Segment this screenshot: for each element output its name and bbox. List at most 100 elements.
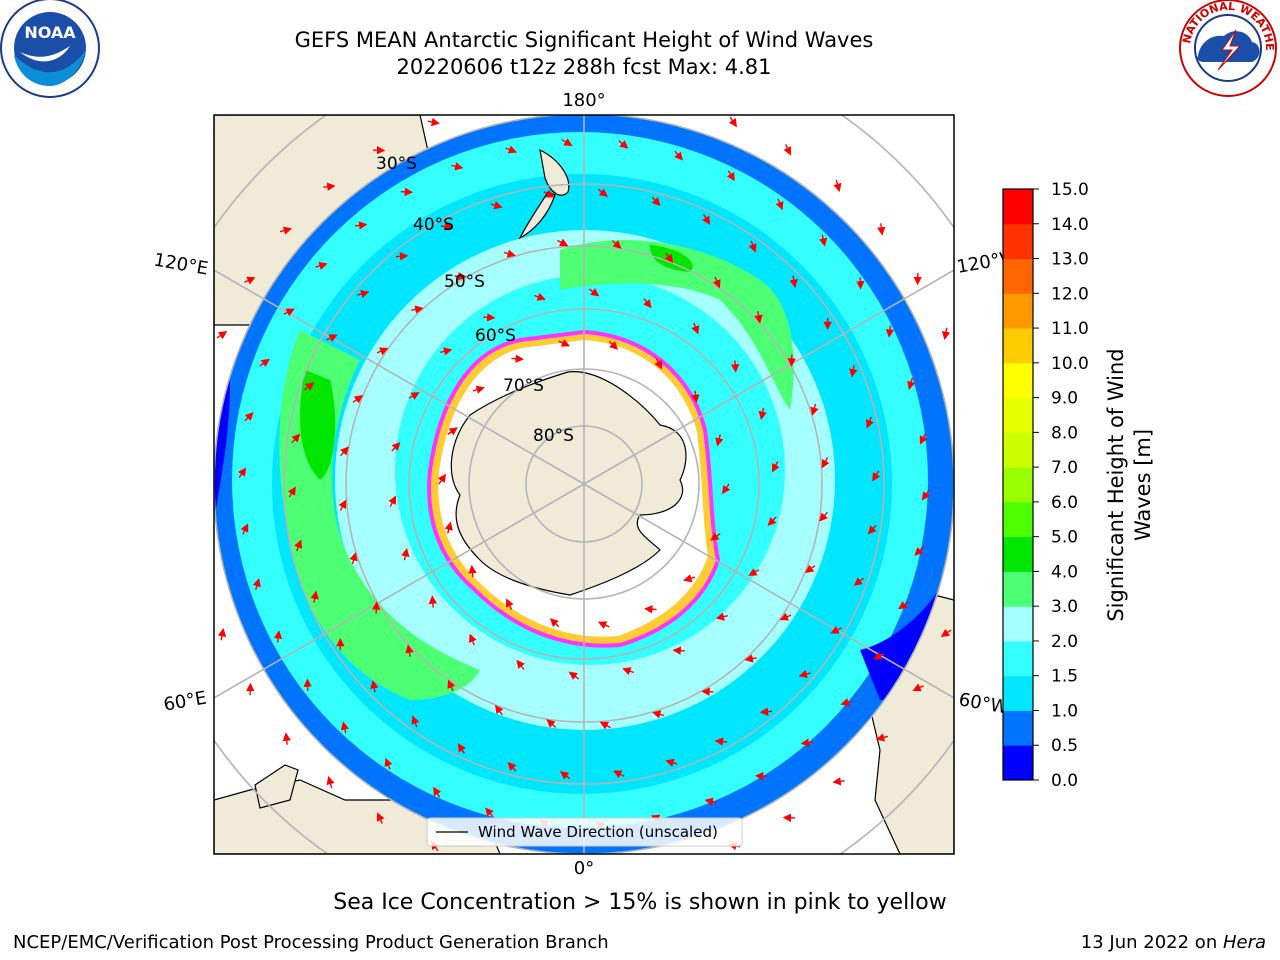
wind-wave-arrow [810, 403, 819, 416]
wind-wave-arrow [759, 707, 773, 716]
wind-wave-arrow [919, 433, 928, 445]
colorbar-tick-label: 2.0 [1051, 632, 1078, 652]
wind-wave-arrow [701, 687, 714, 696]
lat-label-40s: 40°S [413, 215, 454, 235]
wind-wave-arrow [873, 651, 885, 660]
wind-wave-arrow [338, 499, 347, 511]
colorbar-tick-label: 0.0 [1051, 771, 1078, 791]
wind-wave-arrow [830, 626, 842, 634]
colorbar-border [1002, 188, 1034, 781]
lat-label-80s: 80°S [533, 426, 574, 446]
wind-wave-arrow [283, 308, 295, 317]
colorbar-tick-label: 4.0 [1051, 562, 1078, 582]
wind-wave-arrow [237, 467, 247, 479]
wind-wave-arrow [940, 628, 952, 637]
colorbar-segment [1003, 362, 1033, 399]
map-plot-area [214, 115, 954, 854]
wind-wave-arrow [832, 777, 845, 786]
figure-subtitle: 20220606 t12z 288h fcst Max: 4.81 [396, 55, 772, 79]
wind-wave-arrow [191, 511, 196, 521]
wind-wave-arrow [885, 325, 895, 338]
wind-wave-arrow [961, 571, 969, 579]
colorbar-segment [1003, 675, 1033, 711]
noaa-logo: NOAA [0, 0, 100, 98]
wind-wave-arrow [216, 331, 228, 340]
colorbar-segment [1003, 640, 1033, 677]
wind-wave-arrow [963, 386, 967, 396]
wind-wave-arrow [671, 863, 681, 867]
wind-wave-arrow [405, 644, 414, 657]
lat-label-70s: 70°S [503, 376, 544, 396]
wind-wave-arrow [516, 659, 525, 670]
wind-wave-arrow [543, 189, 555, 198]
wind-wave-arrow [877, 223, 886, 236]
wind-wave-arrow [503, 249, 516, 258]
colorbar-tick-label: 9.0 [1051, 389, 1078, 409]
lat-label-50s: 50°S [444, 272, 485, 292]
wind-wave-arrow [273, 630, 283, 643]
wind-wave-arrow [391, 442, 401, 452]
colorbar-segment [1003, 397, 1033, 433]
wind-wave-arrow [722, 483, 731, 495]
wind-wave-arrow [201, 571, 205, 581]
wind-wave-arrow [294, 539, 303, 552]
wind-wave-arrow [710, 532, 721, 541]
wind-wave-arrow [550, 871, 559, 878]
wind-wave-arrow [597, 621, 610, 630]
colorbar-tick-label: 0.5 [1051, 736, 1078, 756]
wind-wave-arrow [674, 150, 683, 161]
wind-wave-arrow [326, 334, 338, 342]
green-core-west [300, 370, 336, 480]
wind-wave-arrow [315, 261, 328, 270]
wind-wave-arrow [557, 238, 569, 247]
lat-label-60s: 60°S [475, 326, 516, 346]
antarctica-land [450, 371, 687, 596]
wind-wave-arrow [411, 715, 420, 728]
colorbar-tick-label: 15.0 [1051, 180, 1089, 200]
colorbar-tick-label: 5.0 [1051, 528, 1078, 548]
wind-wave-arrow [370, 680, 379, 693]
wind-wave-arrow [683, 574, 696, 583]
wind-wave-arrow [798, 669, 811, 679]
wind-wave-arrow [608, 340, 618, 350]
wind-wave-arrow [468, 564, 477, 578]
credit-left: NCEP/EMC/Verification Post Processing Pr… [13, 932, 609, 953]
lon-label-180: 180° [562, 90, 605, 111]
colorbar-title-line1: Significant Height of Wind [1104, 348, 1128, 622]
wind-wave-arrow [644, 605, 657, 614]
wind-wave-arrow [754, 311, 763, 324]
colorbar-segment [1003, 745, 1033, 781]
wind-wave-arrow [728, 116, 737, 128]
wind-wave-arrow [457, 743, 466, 754]
wind-wave-arrow [714, 737, 728, 746]
colorbar-segment [1003, 223, 1033, 260]
colorbar-tick-label: 7.0 [1051, 458, 1078, 478]
wind-wave-arrow [775, 198, 784, 211]
wind-wave-arrow [867, 524, 877, 535]
colorbar-tick-label: 13.0 [1051, 250, 1089, 270]
wind-wave-arrow [610, 90, 619, 97]
wind-wave-arrow [787, 354, 796, 367]
wind-wave-arrow [444, 521, 453, 534]
wind-wave-arrow [291, 433, 301, 444]
legend-label: Wind Wave Direction (unscaled) [478, 823, 718, 841]
wind-wave-arrow [217, 628, 227, 641]
map-frame-border [213, 114, 955, 855]
colorbar-tick-label: 6.0 [1051, 493, 1078, 513]
wind-wave-arrow [704, 797, 717, 806]
wind-wave-arrow [597, 188, 609, 197]
sea-ice-note: Sea Ice Concentration > 15% is shown in … [333, 890, 947, 915]
map-legend: Wind Wave Direction (unscaled) [426, 817, 743, 847]
wind-wave-arrow [454, 272, 467, 281]
colorbar-tick-label: 3.0 [1051, 597, 1078, 617]
wind-wave-arrow [744, 654, 757, 663]
wind-wave-arrow [190, 450, 197, 459]
wind-wave-arrow [507, 761, 517, 772]
wind-wave-arrow [340, 446, 349, 457]
wind-wave-arrow [643, 298, 652, 309]
wind-wave-arrow [505, 598, 514, 610]
colorbar-segment [1003, 710, 1033, 746]
wind-wave-arrow [451, 162, 464, 171]
wind-wave-arrow [440, 222, 454, 231]
wind-wave-arrow [702, 214, 711, 225]
